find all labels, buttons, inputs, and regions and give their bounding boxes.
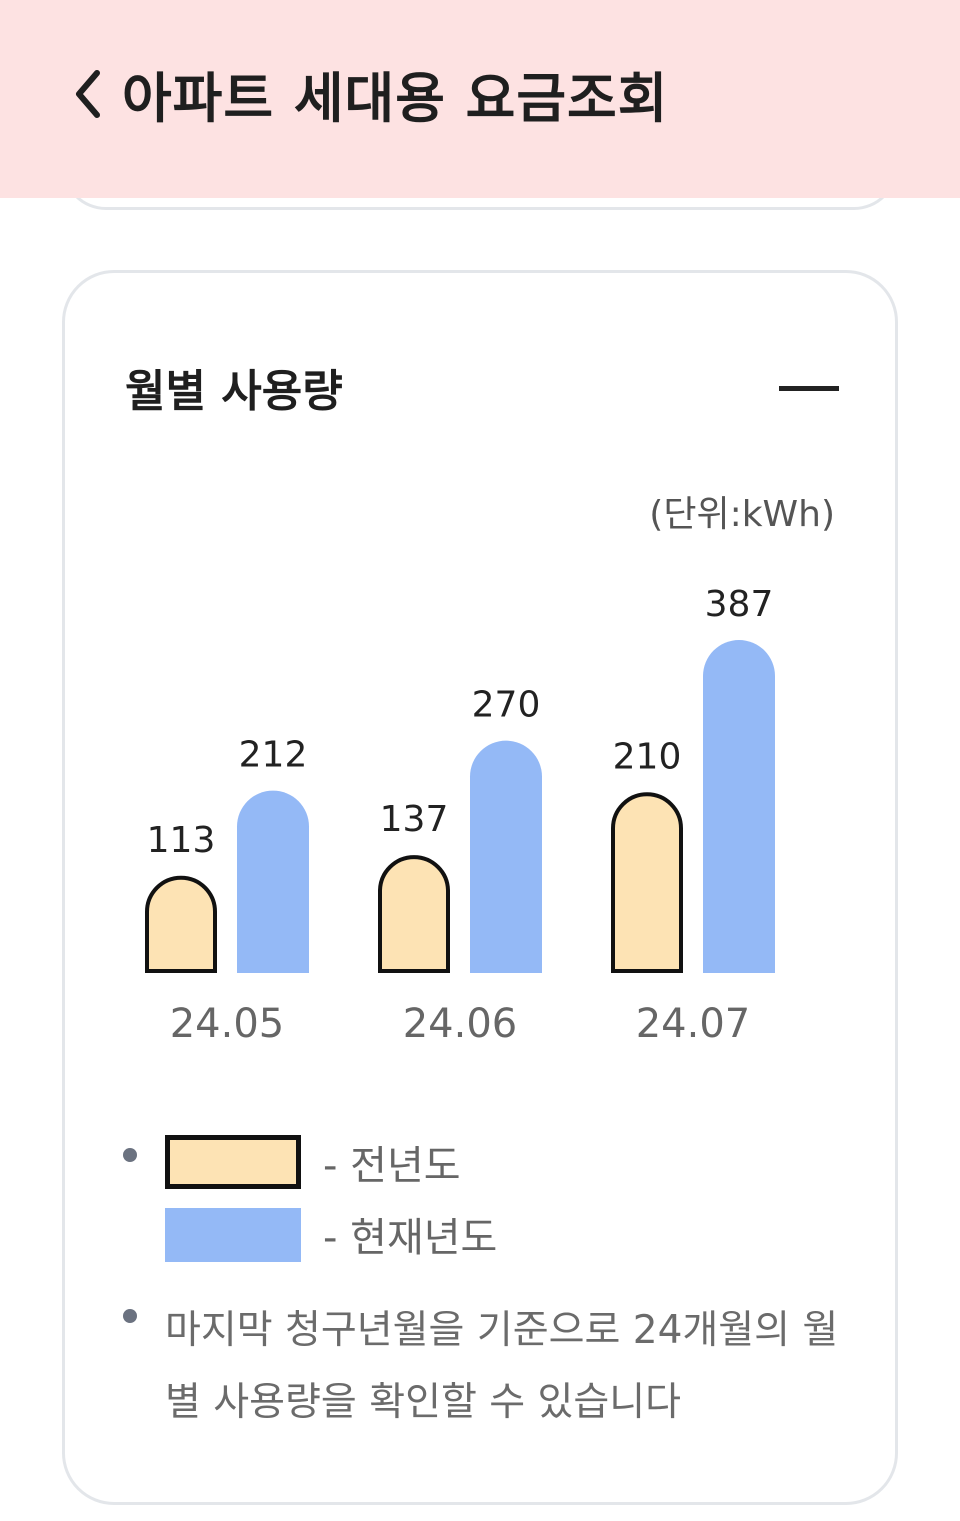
card-title: 월별 사용량	[125, 366, 343, 417]
legend-label-current-year: - 현재년도	[323, 1215, 498, 1261]
bar-value-label: 270	[472, 685, 541, 726]
collapse-button[interactable]	[765, 363, 845, 413]
bar-value-label: 212	[239, 735, 308, 776]
bar-value-label: 210	[613, 736, 682, 777]
bullet-dot	[123, 1309, 137, 1323]
x-tick-label: 24.06	[403, 1001, 518, 1047]
app-header: 아파트 세대용 요금조회	[0, 0, 960, 198]
bar-current-year-24.06	[470, 740, 542, 973]
bar-value-label: 387	[705, 584, 774, 625]
x-tick-label: 24.07	[636, 1001, 751, 1047]
bar-previous-year-24.05	[145, 875, 217, 973]
bar-value-label: 137	[380, 799, 449, 840]
page-title: 아파트 세대용 요금조회	[122, 67, 669, 130]
legend-label-previous-year: - 전년도	[323, 1143, 461, 1189]
bar-current-year-24.07	[703, 640, 775, 973]
minus-icon	[779, 386, 839, 391]
bullet-dot	[123, 1148, 137, 1162]
info-note: 마지막 청구년월을 기준으로 24개월의 월별 사용량을 확인할 수 있습니다	[165, 1308, 839, 1425]
legend-swatch-current-year	[165, 1208, 301, 1262]
back-button[interactable]	[66, 64, 110, 124]
bar-previous-year-24.06	[378, 855, 450, 973]
monthly-usage-card: 월별 사용량 (단위:kWh) 113 212 24.05 137 270 24.06 21…	[62, 270, 898, 1505]
x-tick-label: 24.05	[170, 1001, 285, 1047]
bar-value-label: 113	[147, 820, 216, 861]
unit-label: (단위:kWh)	[649, 494, 835, 535]
usage-bar-chart: 113 212 24.05 137 270 24.06 210 387 24.07	[145, 584, 775, 1047]
bar-previous-year-24.07	[611, 792, 683, 973]
bar-current-year-24.05	[237, 790, 309, 973]
chevron-left-icon	[76, 70, 100, 118]
legend-swatch-previous-year	[165, 1135, 301, 1189]
